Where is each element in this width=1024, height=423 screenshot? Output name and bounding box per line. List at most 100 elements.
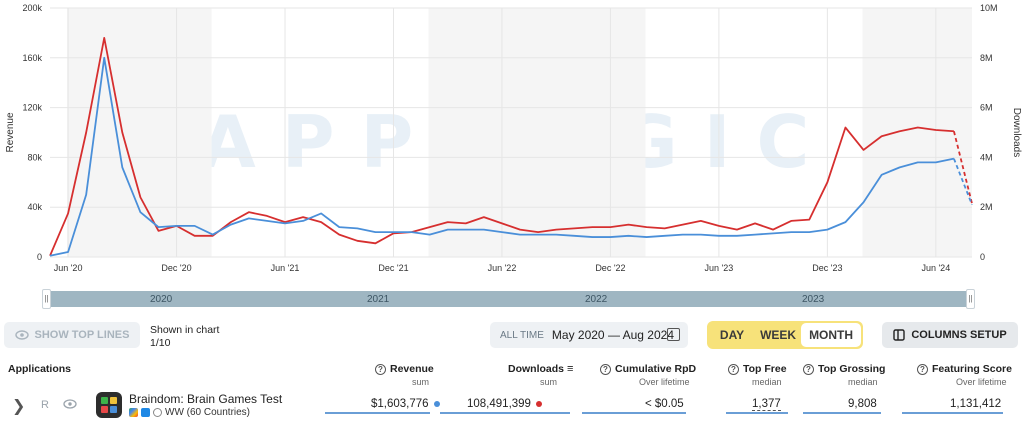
year-band: [67, 8, 212, 257]
featuring-sub: Over lifetime: [956, 377, 1007, 387]
granularity-day[interactable]: DAY: [719, 328, 745, 342]
rpd-underline: [582, 412, 686, 414]
y-left-axis-label: Revenue: [5, 112, 16, 152]
y-right-tick-label: 2M: [980, 202, 993, 212]
revenue-series-line: [49, 36, 954, 257]
y-left-tick-label: 0: [37, 252, 42, 262]
shown-in-chart-label: Shown in chart: [150, 324, 220, 336]
y-left-tick-label: 120k: [22, 103, 42, 113]
featuring-header[interactable]: ? Featuring Score: [917, 363, 1012, 375]
columns-setup-button[interactable]: COLUMNS SETUP: [882, 322, 1018, 348]
y-left-tick-label: 200k: [22, 3, 42, 13]
downloads-header[interactable]: Downloads ≡: [508, 363, 573, 375]
top-free-header[interactable]: ? Top Free: [728, 363, 787, 375]
rpd-sub: Over lifetime: [639, 377, 690, 387]
downloads-underline: [440, 412, 570, 414]
range-year-label: 2023: [802, 294, 825, 305]
columns-icon: [893, 329, 906, 341]
downloads-cell: 108,491,399: [467, 398, 542, 410]
y-right-tick-label: 6M: [980, 103, 993, 113]
range-track[interactable]: [50, 291, 967, 307]
help-icon[interactable]: ?: [600, 363, 611, 375]
range-year-label: 2022: [585, 294, 608, 305]
rpd-header[interactable]: ? Cumulative RpD: [600, 363, 696, 375]
range-handle-right[interactable]: ||: [966, 289, 975, 309]
x-tick-label: Jun '23: [705, 263, 734, 273]
shown-in-chart: Shown in chart 1/10: [150, 324, 219, 350]
app-store-icon: [141, 408, 150, 417]
y-right-axis-label: Downloads: [1011, 108, 1022, 157]
calendar-icon[interactable]: [667, 328, 680, 341]
columns-setup-label: COLUMNS SETUP: [911, 329, 1007, 341]
top-free-underline: [726, 412, 788, 414]
top-grossing-underline: [803, 412, 881, 414]
downloads-header-label: Downloads: [508, 363, 565, 375]
featuring-underline: [902, 412, 1003, 414]
applications-header: Applications: [8, 363, 72, 375]
x-tick-label: Dec '22: [595, 263, 625, 273]
revenue-series-projection: [953, 131, 973, 204]
sort-icon[interactable]: ≡: [566, 363, 574, 375]
revenue-header-label: Revenue: [390, 363, 434, 375]
downloads-legend-dot: [535, 400, 542, 407]
eye-icon: [14, 330, 29, 340]
revenue-legend-dot: [433, 400, 440, 407]
x-tick-label: Jun '22: [488, 263, 517, 273]
top-free-header-label: Top Free: [743, 363, 787, 375]
top-grossing-header[interactable]: ? Top Grossing: [803, 363, 885, 375]
y-right-tick-label: 10M: [980, 3, 998, 13]
y-left-tick-label: 160k: [22, 53, 42, 63]
help-icon[interactable]: ?: [803, 363, 814, 375]
x-tick-label: Dec '21: [378, 263, 408, 273]
show-top-lines-button[interactable]: SHOW TOP LINES: [4, 322, 140, 348]
period-label: ALL TIME: [500, 329, 544, 341]
show-top-lines-label: SHOW TOP LINES: [34, 329, 130, 341]
downloads-sub: sum: [540, 377, 558, 387]
help-icon[interactable]: ?: [917, 363, 928, 375]
shown-in-chart-value: 1/10: [150, 337, 171, 349]
year-band: [862, 8, 972, 257]
app-region: WW (60 Countries): [165, 407, 251, 418]
visibility-eye-icon[interactable]: [63, 398, 77, 412]
chart-area: APPMAGIC 0040k2M80k4M120k6M160k8M200k10M…: [5, 3, 1022, 273]
y-left-tick-label: 80k: [27, 152, 42, 162]
top-grossing-sub: median: [848, 377, 878, 387]
date-range-slider[interactable]: || || 2020 2021 2022 2023: [42, 289, 975, 309]
line-chart: 0 0 40k 2M 80k 4M 120k 6M 160k 8M 200k 10M Jun '20 De…: [5, 3, 1022, 273]
revenue-cell: $1,603,776: [371, 398, 440, 410]
expand-chevron-icon[interactable]: ❯: [12, 398, 26, 415]
range-handle-left[interactable]: ||: [42, 289, 51, 309]
revenue-header[interactable]: ? Revenue: [375, 363, 434, 375]
rpd-cell: < $0.05: [645, 398, 684, 410]
rpd-header-label: Cumulative RpD: [615, 363, 697, 375]
granularity-toggle: DAY WEEK MONTH: [707, 321, 863, 349]
x-tick-label: Jun '21: [271, 263, 300, 273]
app-icon[interactable]: [96, 392, 122, 418]
help-icon[interactable]: ?: [375, 363, 386, 375]
featuring-cell: 1,131,412: [950, 398, 1002, 410]
granularity-month[interactable]: MONTH: [801, 323, 861, 347]
y-right-tick-label: 0: [980, 252, 985, 262]
downloads-value: 108,491,399: [467, 398, 531, 410]
help-icon[interactable]: ?: [728, 363, 739, 375]
y-right-tick-label: 8M: [980, 53, 993, 63]
period-picker[interactable]: ALL TIME May 2020 — Aug 2024: [490, 322, 688, 348]
app-meta: WW (60 Countries): [129, 407, 250, 418]
downloads-series-projection: [953, 158, 973, 206]
rank-letter[interactable]: R: [41, 399, 49, 411]
period-value: May 2020 — Aug 2024: [551, 328, 674, 342]
y-left-tick-label: 40k: [27, 202, 42, 212]
google-play-icon: [129, 408, 138, 417]
app-name-link[interactable]: Braindom: Brain Games Test: [129, 392, 283, 406]
top-free-cell[interactable]: 1,377: [752, 398, 781, 411]
top-grossing-cell: 9,808: [848, 398, 877, 410]
featuring-header-label: Featuring Score: [932, 363, 1012, 375]
x-tick-label: Jun '20: [54, 263, 83, 273]
revenue-value: $1,603,776: [371, 398, 429, 410]
range-year-label: 2020: [150, 294, 173, 305]
range-year-label: 2021: [367, 294, 390, 305]
top-grossing-header-label: Top Grossing: [818, 363, 886, 375]
granularity-week[interactable]: WEEK: [760, 328, 797, 342]
revenue-sub: sum: [412, 377, 430, 387]
x-tick-label: Dec '20: [161, 263, 191, 273]
